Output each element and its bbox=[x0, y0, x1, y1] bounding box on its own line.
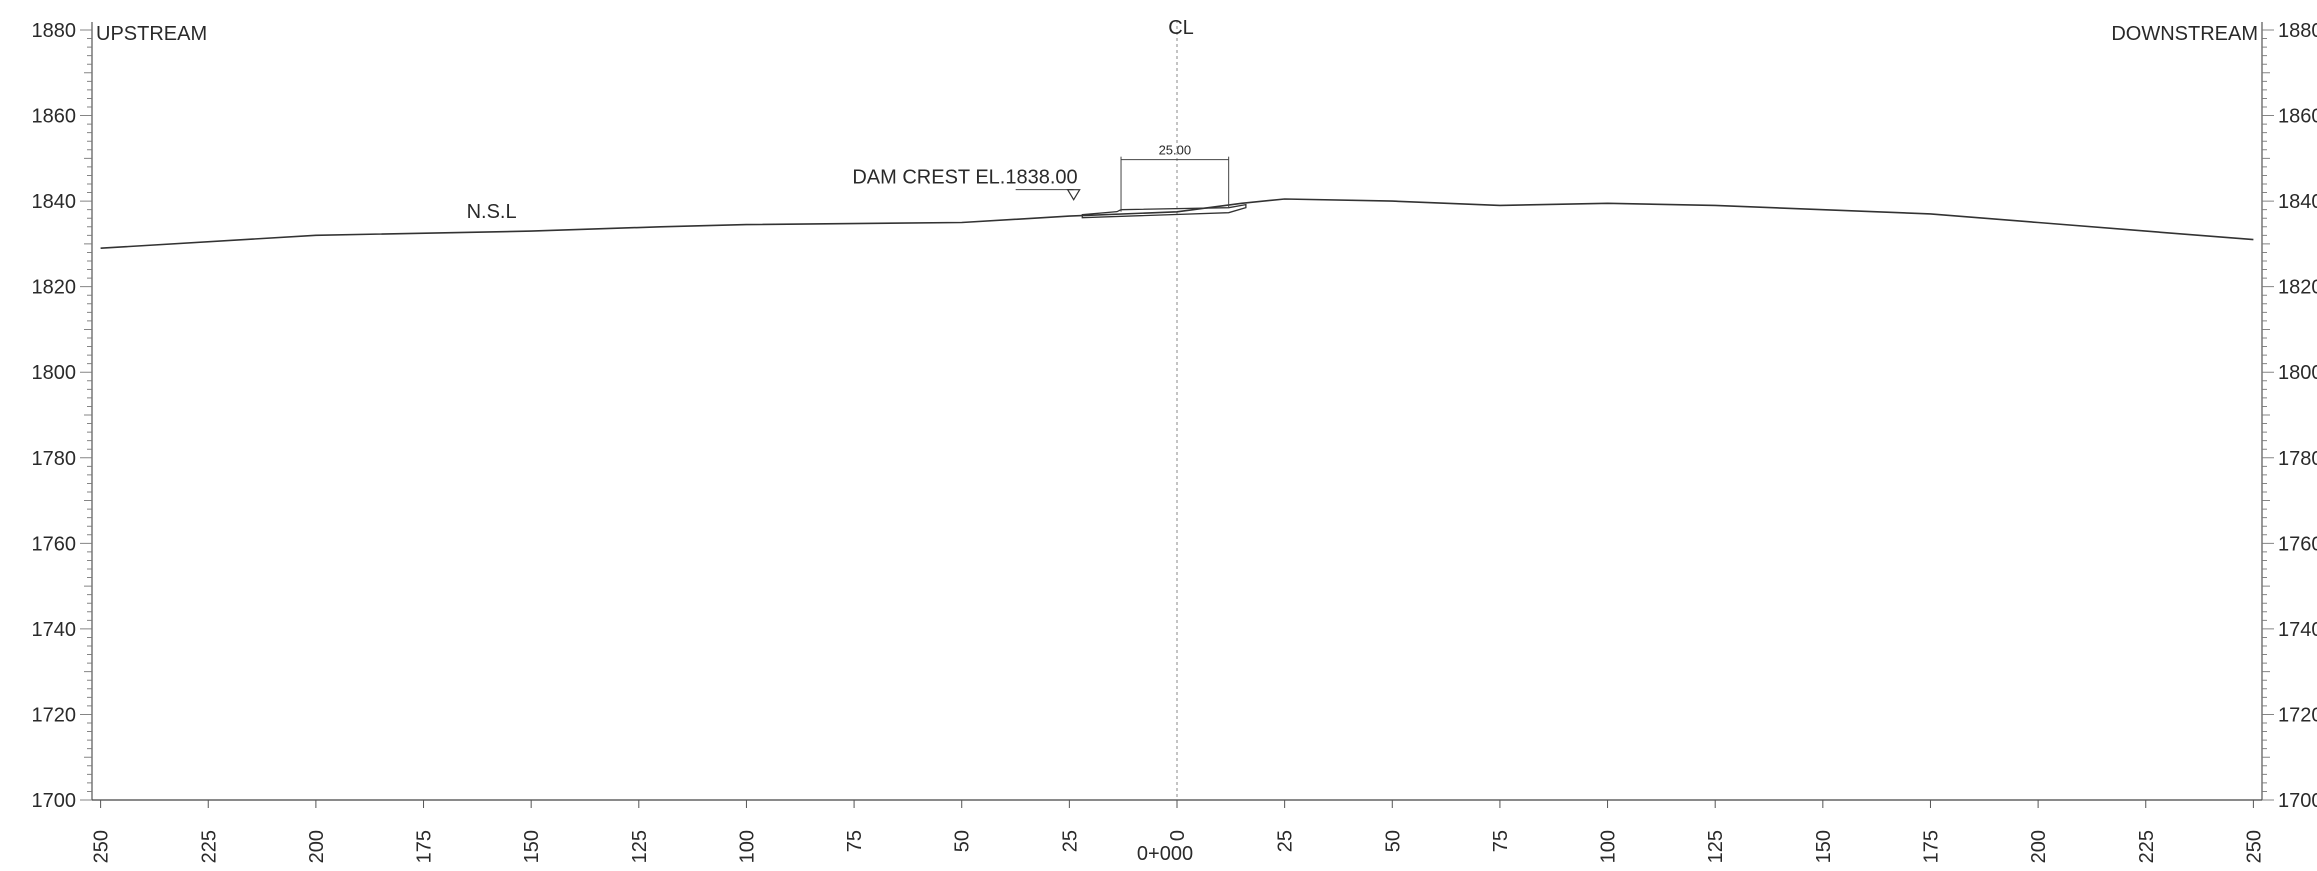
dam-embankment bbox=[1081, 203, 1247, 219]
x-tick-label: 50 bbox=[1382, 830, 1404, 852]
upstream-label: UPSTREAM bbox=[96, 23, 207, 45]
x-tick-label: 225 bbox=[198, 830, 220, 863]
centerline-label: CL bbox=[1168, 17, 1194, 39]
crest-elevation-marker bbox=[1066, 189, 1081, 201]
x-tick-label: 50 bbox=[952, 830, 974, 852]
x-tick-label: 150 bbox=[521, 830, 543, 863]
downstream-label: DOWNSTREAM bbox=[2111, 23, 2258, 45]
x-tick-label: 0 bbox=[1167, 830, 1189, 841]
axes: 1700 1700 1720 1720 1740 1740 1760 1760 1780 1780… bbox=[32, 20, 2317, 863]
x-tick-label: 250 bbox=[2243, 830, 2265, 863]
left-y-tick-label: 1780 bbox=[32, 448, 77, 470]
x-tick-label: 100 bbox=[736, 830, 758, 863]
left-y-tick-label: 1760 bbox=[32, 533, 77, 555]
x-tick-label: 75 bbox=[844, 830, 866, 852]
right-y-tick-label: 1760 bbox=[2278, 533, 2317, 555]
right-y-tick-label: 1860 bbox=[2278, 106, 2317, 128]
right-y-tick-label: 1780 bbox=[2278, 448, 2317, 470]
x-tick-label: 125 bbox=[629, 830, 651, 863]
x-tick-label: 25 bbox=[1059, 830, 1081, 852]
right-y-tick-label: 1700 bbox=[2278, 790, 2317, 812]
x-tick-label: 75 bbox=[1490, 830, 1512, 852]
right-y-tick-label: 1720 bbox=[2278, 704, 2317, 726]
crest-width-label: 25.00 bbox=[1159, 143, 1192, 158]
right-y-tick-label: 1740 bbox=[2278, 619, 2317, 641]
dam-crest-label: DAM CREST EL.1838.00 bbox=[852, 167, 1077, 189]
x-tick-label: 150 bbox=[1813, 830, 1835, 863]
right-y-tick-label: 1800 bbox=[2278, 362, 2317, 384]
x-tick-label: 125 bbox=[1705, 830, 1727, 863]
x-tick-label: 175 bbox=[414, 830, 436, 863]
plot-marks: CL bbox=[100, 17, 2254, 800]
right-y-tick-label: 1880 bbox=[2278, 20, 2317, 42]
ground-profile-line bbox=[100, 198, 2254, 249]
x-axis-label: 0+000 bbox=[1137, 843, 1193, 865]
left-y-tick-label: 1840 bbox=[32, 191, 77, 213]
left-y-tick-label: 1700 bbox=[32, 790, 77, 812]
left-y-tick-label: 1860 bbox=[32, 106, 77, 128]
left-y-tick-label: 1740 bbox=[32, 619, 77, 641]
x-tick-label: 225 bbox=[2136, 830, 2158, 863]
x-tick-label: 200 bbox=[2028, 830, 2050, 863]
x-tick-label: 25 bbox=[1275, 830, 1297, 852]
left-y-tick-label: 1820 bbox=[32, 277, 77, 299]
x-tick-label: 200 bbox=[306, 830, 328, 863]
left-y-tick-label: 1800 bbox=[32, 362, 77, 384]
right-y-tick-label: 1820 bbox=[2278, 277, 2317, 299]
x-tick-label: 175 bbox=[1920, 830, 1942, 863]
right-y-tick-label: 1840 bbox=[2278, 191, 2317, 213]
left-y-tick-label: 1880 bbox=[32, 20, 77, 42]
left-y-tick-label: 1720 bbox=[32, 704, 77, 726]
x-tick-label: 100 bbox=[1598, 830, 1620, 863]
x-tick-label: 250 bbox=[91, 830, 113, 863]
ground-line-label: N.S.L bbox=[467, 201, 517, 223]
